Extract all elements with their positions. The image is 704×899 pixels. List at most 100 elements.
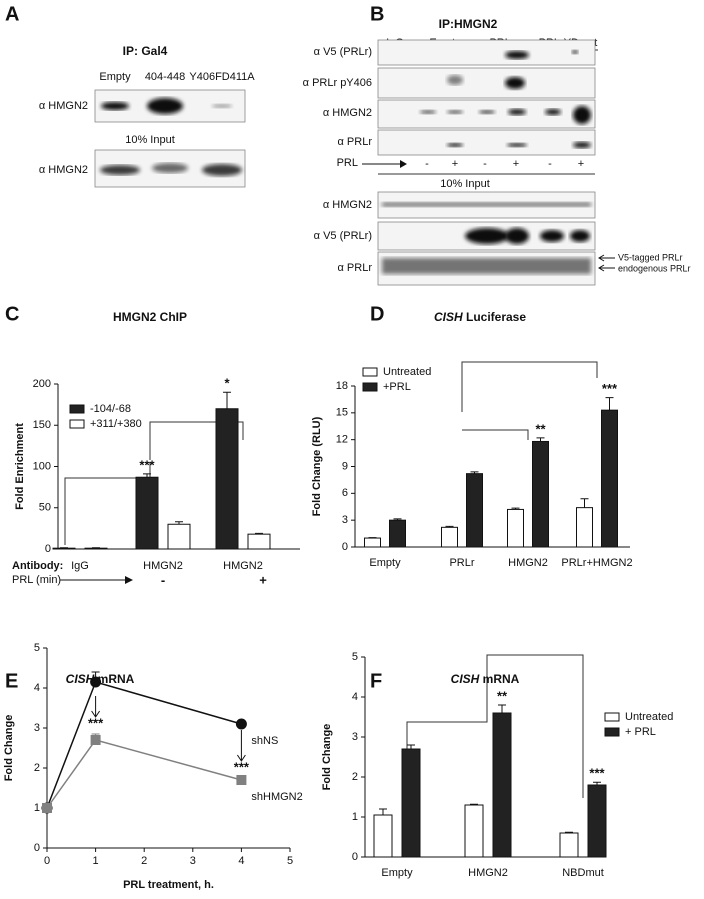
sign: + <box>513 158 519 170</box>
error-bar <box>379 808 387 815</box>
title-text: mRNA <box>98 672 135 686</box>
bar <box>373 814 393 858</box>
x-tick-label: HMGN2 <box>143 560 183 572</box>
row-label: α HMGN2 <box>323 107 372 119</box>
x-tick-label: PRLr <box>449 557 474 569</box>
marker <box>90 676 102 688</box>
band <box>505 51 529 59</box>
legend-swatch <box>362 382 378 392</box>
panel-letter: C <box>5 303 19 325</box>
annotation: *** <box>602 381 618 396</box>
y-tick-label: 200 <box>33 378 51 390</box>
y-tick-label: 100 <box>33 460 51 472</box>
band-arrow <box>598 254 615 272</box>
arrowhead <box>400 160 407 168</box>
sign: + <box>259 572 267 587</box>
row-label: α V5 (PRLr) <box>314 46 372 58</box>
annotation: ** <box>535 421 546 436</box>
bracket <box>406 700 488 750</box>
band <box>573 142 591 148</box>
band <box>570 230 590 242</box>
bar <box>389 519 406 548</box>
y-tick-label: 2 <box>352 771 358 783</box>
annotation: *** <box>234 759 250 774</box>
legend-swatch <box>69 419 85 429</box>
bracket <box>149 421 244 460</box>
y-axis-label: Fold Enrichment <box>14 423 26 510</box>
y-tick-label: 0 <box>45 543 51 555</box>
bar <box>587 784 607 858</box>
lane-label: Y406FD411A <box>189 71 255 83</box>
lane-label: 404-448 <box>145 71 185 83</box>
sign: + <box>452 158 458 170</box>
marker <box>235 718 247 730</box>
band-label: V5-tagged PRLr <box>618 252 683 262</box>
legend-swatch <box>69 404 85 414</box>
arrow <box>236 730 246 762</box>
band <box>147 98 183 114</box>
row-label: α HMGN2 <box>39 164 88 176</box>
panel-letter: A <box>5 3 19 25</box>
error-bar <box>593 781 601 785</box>
x-tick-label: 2 <box>141 855 147 867</box>
title-gene: CISH <box>66 672 95 686</box>
error-bar <box>393 518 402 521</box>
panel-letter: F <box>370 670 382 692</box>
arrow <box>91 696 101 718</box>
error-bar <box>407 744 415 749</box>
annotation: *** <box>88 715 104 730</box>
x-tick-label: HMGN2 <box>468 867 508 879</box>
bracket <box>461 361 598 412</box>
band <box>505 228 529 244</box>
panel-title: IP:HMGN2 <box>439 17 498 31</box>
legend-label: -104/-68 <box>90 403 131 415</box>
chart-title: CISH mRNA <box>451 672 520 686</box>
bar <box>559 832 579 858</box>
band <box>479 110 495 114</box>
panel-letter: B <box>370 3 384 25</box>
band <box>100 165 140 175</box>
panel-letter: D <box>370 303 384 325</box>
title-text: mRNA <box>483 672 520 686</box>
y-tick-label: 12 <box>336 434 348 446</box>
legend-label: + PRL <box>625 726 656 738</box>
y-tick-label: 1 <box>34 802 40 814</box>
y-tick-label: 6 <box>342 487 348 499</box>
treatment-label: PRL <box>337 157 358 169</box>
legend-swatch <box>362 367 378 377</box>
y-tick-label: 3 <box>34 722 40 734</box>
x-tick-label: HMGN2 <box>508 557 548 569</box>
error-bar <box>605 397 614 411</box>
error-bar <box>223 391 231 409</box>
title-text: HMGN2 ChIP <box>113 310 187 324</box>
bar <box>247 533 271 550</box>
band <box>465 228 509 244</box>
band <box>447 75 463 85</box>
bar <box>532 440 549 548</box>
bar <box>492 712 512 858</box>
bar <box>466 473 483 548</box>
error-bar <box>470 803 478 805</box>
panel-letter: E <box>5 670 18 692</box>
arrowhead <box>125 576 133 584</box>
band <box>152 163 188 173</box>
legend-swatch <box>604 727 620 737</box>
sign: - <box>483 158 487 170</box>
x-tick-label: 5 <box>287 855 293 867</box>
x-axis-label: PRL treatment, h. <box>123 879 214 891</box>
row-label: α PRLr <box>338 262 373 274</box>
blot <box>377 67 596 99</box>
x-tick-label: Empty <box>381 867 413 879</box>
band <box>540 230 564 242</box>
error-bar <box>143 473 151 478</box>
band <box>507 143 527 147</box>
y-tick-label: 4 <box>34 682 40 694</box>
line <box>46 681 242 809</box>
band <box>202 164 242 176</box>
title-gene: CISH <box>434 310 463 324</box>
y-axis-label: Fold Change <box>321 724 333 791</box>
sign: - <box>161 572 165 587</box>
chart-title: CISH mRNA <box>66 672 135 686</box>
y-tick-label: 15 <box>336 407 348 419</box>
bar <box>507 508 524 548</box>
